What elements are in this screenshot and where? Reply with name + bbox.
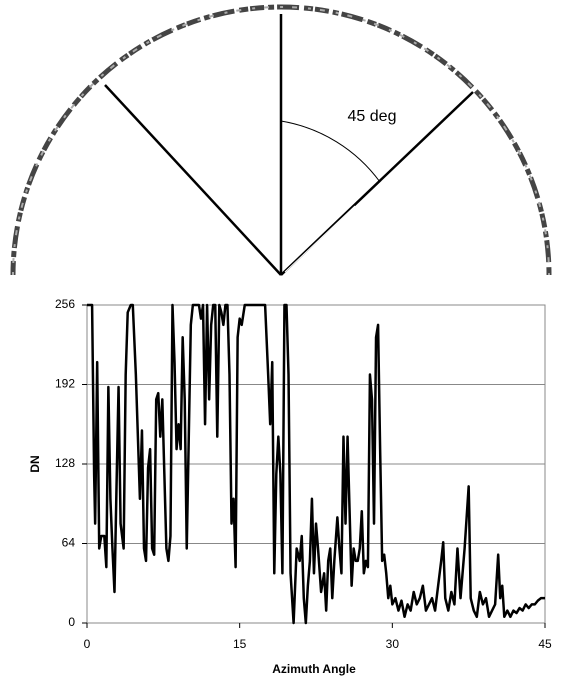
left-line [104, 84, 282, 276]
y-tick-label: 0 [68, 615, 75, 629]
x-tick-label: 30 [386, 637, 400, 651]
y-tick-label: 128 [55, 456, 75, 470]
y-tick-label: 64 [62, 536, 76, 550]
y-tick-label: 256 [55, 297, 75, 311]
highlight [284, 205, 356, 273]
angle-label: 45 deg [348, 108, 397, 125]
diagram: 45 deg [10, 4, 552, 276]
y-tick-label: 192 [55, 377, 75, 391]
x-axis-label: Azimuth Angle [272, 662, 356, 676]
angle-arc [280, 120, 381, 183]
data-line [87, 303, 545, 625]
right-line [280, 91, 474, 276]
x-tick-label: 15 [233, 637, 247, 651]
y-axis-label: DN [28, 455, 42, 472]
x-tick-label: 0 [84, 637, 91, 651]
ring-texture [12, 6, 550, 276]
x-tick-label: 45 [538, 637, 552, 651]
